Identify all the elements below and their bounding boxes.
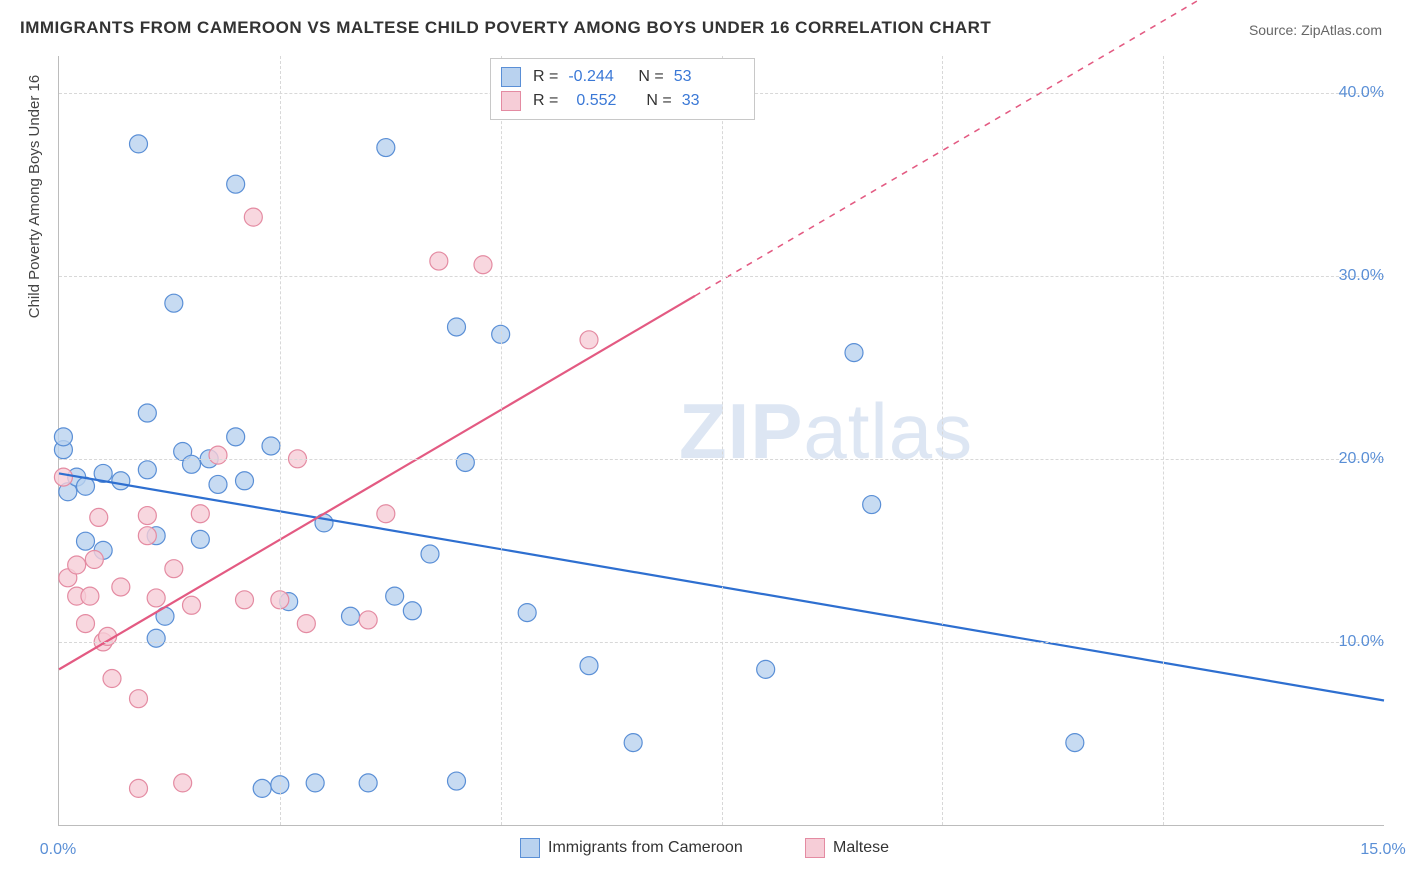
y-tick-label: 30.0% bbox=[1339, 267, 1384, 285]
stat-n-maltese: 33 bbox=[682, 89, 740, 113]
point-maltese bbox=[165, 560, 183, 578]
swatch-maltese-icon bbox=[805, 838, 825, 858]
stat-n-cameroon: 53 bbox=[674, 65, 732, 89]
point-maltese bbox=[297, 615, 315, 633]
stats-legend-box: R = -0.244 N = 53 R = 0.552 N = 33 bbox=[490, 58, 755, 120]
point-maltese bbox=[68, 556, 86, 574]
point-maltese bbox=[236, 591, 254, 609]
y-tick-label: 10.0% bbox=[1339, 633, 1384, 651]
legend-label-maltese: Maltese bbox=[833, 839, 889, 857]
point-cameroon bbox=[518, 604, 536, 622]
chart-plot-area: ZIPatlas bbox=[58, 56, 1384, 826]
trend-maltese bbox=[59, 296, 695, 670]
point-cameroon bbox=[448, 772, 466, 790]
point-maltese bbox=[112, 578, 130, 596]
point-cameroon bbox=[138, 461, 156, 479]
point-cameroon bbox=[306, 774, 324, 792]
point-cameroon bbox=[359, 774, 377, 792]
point-cameroon bbox=[386, 587, 404, 605]
point-cameroon bbox=[456, 453, 474, 471]
legend-label-cameroon: Immigrants from Cameroon bbox=[548, 839, 743, 857]
point-maltese bbox=[54, 468, 72, 486]
point-cameroon bbox=[624, 734, 642, 752]
point-maltese bbox=[90, 508, 108, 526]
source-label: Source: ZipAtlas.com bbox=[1249, 22, 1382, 38]
point-cameroon bbox=[147, 629, 165, 647]
bottom-legend-maltese: Maltese bbox=[805, 838, 889, 858]
point-cameroon bbox=[112, 472, 130, 490]
point-maltese bbox=[130, 779, 148, 797]
point-maltese bbox=[430, 252, 448, 270]
point-cameroon bbox=[227, 175, 245, 193]
point-cameroon bbox=[403, 602, 421, 620]
point-cameroon bbox=[580, 657, 598, 675]
point-cameroon bbox=[227, 428, 245, 446]
swatch-cameroon-icon bbox=[520, 838, 540, 858]
stat-r-cameroon: -0.244 bbox=[568, 65, 626, 89]
point-cameroon bbox=[757, 660, 775, 678]
point-cameroon bbox=[54, 428, 72, 446]
stats-row-cameroon: R = -0.244 N = 53 bbox=[501, 65, 740, 89]
point-cameroon bbox=[191, 530, 209, 548]
y-axis-title: Child Poverty Among Boys Under 16 bbox=[26, 75, 43, 318]
point-maltese bbox=[183, 596, 201, 614]
point-maltese bbox=[359, 611, 377, 629]
point-maltese bbox=[147, 589, 165, 607]
y-tick-label: 20.0% bbox=[1339, 450, 1384, 468]
point-cameroon bbox=[1066, 734, 1084, 752]
point-cameroon bbox=[262, 437, 280, 455]
point-cameroon bbox=[448, 318, 466, 336]
point-maltese bbox=[138, 507, 156, 525]
point-maltese bbox=[580, 331, 598, 349]
point-cameroon bbox=[130, 135, 148, 153]
swatch-cameroon bbox=[501, 67, 521, 87]
point-maltese bbox=[474, 256, 492, 274]
point-cameroon bbox=[236, 472, 254, 490]
stat-r-label: R = bbox=[533, 65, 558, 89]
point-cameroon bbox=[209, 475, 227, 493]
point-maltese bbox=[103, 670, 121, 688]
stats-row-maltese: R = 0.552 N = 33 bbox=[501, 89, 740, 113]
point-cameroon bbox=[77, 532, 95, 550]
point-maltese bbox=[85, 551, 103, 569]
point-cameroon bbox=[421, 545, 439, 563]
point-cameroon bbox=[377, 139, 395, 157]
y-tick-label: 40.0% bbox=[1339, 84, 1384, 102]
trend-maltese-dashed bbox=[695, 0, 1384, 296]
point-cameroon bbox=[342, 607, 360, 625]
chart-title: IMMIGRANTS FROM CAMEROON VS MALTESE CHIL… bbox=[20, 18, 991, 38]
stat-n-label: N = bbox=[646, 89, 671, 113]
point-maltese bbox=[138, 527, 156, 545]
stat-n-label: N = bbox=[638, 65, 663, 89]
point-cameroon bbox=[138, 404, 156, 422]
point-maltese bbox=[130, 690, 148, 708]
x-tick-label: 15.0% bbox=[1360, 841, 1405, 859]
point-maltese bbox=[81, 587, 99, 605]
point-cameroon bbox=[253, 779, 271, 797]
point-maltese bbox=[77, 615, 95, 633]
point-maltese bbox=[191, 505, 209, 523]
point-cameroon bbox=[165, 294, 183, 312]
swatch-maltese bbox=[501, 91, 521, 111]
point-cameroon bbox=[863, 496, 881, 514]
bottom-legend-cameroon: Immigrants from Cameroon bbox=[520, 838, 743, 858]
point-maltese bbox=[209, 446, 227, 464]
point-maltese bbox=[244, 208, 262, 226]
stat-r-label: R = bbox=[533, 89, 558, 113]
point-maltese bbox=[174, 774, 192, 792]
point-cameroon bbox=[845, 344, 863, 362]
point-maltese bbox=[377, 505, 395, 523]
x-tick-label: 0.0% bbox=[40, 841, 76, 859]
stat-r-maltese: 0.552 bbox=[568, 89, 634, 113]
